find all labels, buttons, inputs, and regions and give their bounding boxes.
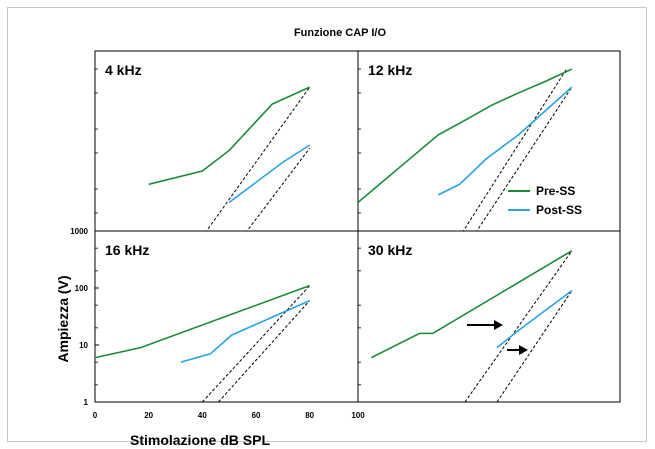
figure-frame [7,7,647,442]
arrow-head [519,345,528,355]
arrow-head [494,320,503,330]
series-line-post-ss [180,299,311,363]
x-tick-label: 0 [93,411,98,420]
series-line-pre-ss [95,284,310,359]
plot-area [371,250,573,402]
x-tick-label: 40 [198,411,207,420]
x-axis-title: Stimolazione dB SPL [130,432,270,448]
series-line-pre-ss [358,68,573,203]
x-tick-label: 80 [305,411,314,420]
y-tick-label: 100 [75,284,89,293]
plot-area [358,68,573,231]
panel-4: 30 kHz [357,230,621,403]
x-tick-label: 60 [252,411,261,420]
threshold-dashed-line [201,285,311,402]
y-tick-label: 1 [84,398,89,407]
x-tick-label: 20 [144,411,153,420]
y-axis-title: Ampiezza (V) [55,275,71,362]
series-line-pre-ss [148,86,311,186]
panel-title: 30 kHz [368,242,412,258]
series-line-pre-ss [371,250,573,359]
threshold-dashed-line [205,86,311,231]
threshold-dashed-line [464,250,573,402]
panel-3: 16 kHz [94,230,359,403]
series-line-post-ss [437,86,573,196]
panel-title: 4 kHz [105,62,142,78]
threshold-dashed-line [496,290,573,402]
figure-title: Funzione CAP I/O [294,27,387,39]
threshold-dashed-line [246,147,311,231]
panel-title: 12 kHz [368,62,412,78]
panel-title: 16 kHz [105,242,149,258]
panel-1: 4 kHz [94,50,359,232]
threshold-dashed-line [218,300,311,402]
panels: 4 kHz 12 kHz 16 kHz 0 20 40 60 80 100 1 10 100 1000 3… [70,50,621,420]
plot-area [95,284,311,402]
legend-label-post-ss: Post-SS [536,203,582,217]
panel-frame [357,230,621,403]
threshold-dashed-line [462,68,567,231]
x-tick-label: 100 [351,411,365,420]
y-tick-label: 10 [79,341,88,350]
legend-label-pre-ss: Pre-SS [536,184,575,198]
panel-frame [94,50,359,232]
series-line-post-ss [496,289,573,349]
y-tick-label: 1000 [70,227,88,236]
plot-area [148,86,311,231]
legend: Pre-SS Post-SS [508,184,582,217]
series-line-post-ss [228,144,311,204]
